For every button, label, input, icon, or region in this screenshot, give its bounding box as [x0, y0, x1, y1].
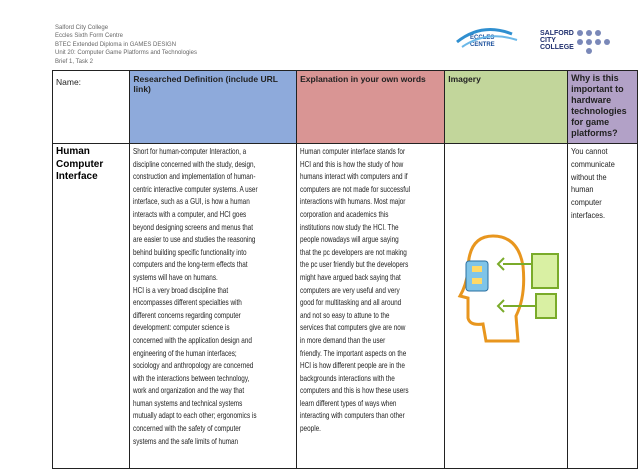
- text-line: computers and the long-term effects that: [133, 260, 248, 270]
- header-text: Name:: [56, 77, 82, 87]
- text-line: human: [571, 185, 594, 195]
- table: Name: Researched Definition (include URL …: [51, 70, 638, 469]
- text-line: backgrounds interactions with the: [300, 373, 395, 383]
- imagery-cell: [444, 143, 569, 469]
- text-line: humans interact with computers and if: [300, 172, 408, 182]
- text-line: without the: [571, 172, 607, 182]
- header-line: Brief 1, Task 2: [55, 58, 93, 65]
- text-line: friendly. The important aspects on the: [300, 348, 407, 358]
- text-line: institutions now study the HCI. The: [300, 222, 399, 232]
- text-line: HCI and this is how the study of how: [300, 159, 404, 169]
- header-text: Explanation in your own words: [300, 74, 426, 84]
- text-line: development: computer science is: [133, 323, 230, 333]
- text-line: mutually adapt to each other; ergonomics…: [133, 411, 257, 421]
- imagery: [457, 234, 560, 343]
- header-line: Eccles Sixth Form Centre: [55, 33, 124, 40]
- text-line: computers and this is how these users: [300, 386, 409, 396]
- text-line: systems will have on humans.: [133, 272, 219, 282]
- row-name: Human Computer Interface: [56, 146, 104, 182]
- logo-text: COLLEGE: [540, 44, 574, 51]
- text-line: discipline concerned with the study, des…: [133, 159, 256, 169]
- text-line: computer: [571, 198, 602, 208]
- text-line: behind building specific functionality i…: [133, 247, 248, 257]
- header-cell: Name:: [51, 70, 131, 144]
- text-line: people nowadays will argue saying: [300, 235, 399, 245]
- why-cell: You cannot communicate without the human com…: [567, 143, 638, 469]
- text-line: might have argued back saying that: [300, 272, 401, 282]
- text-line: are easier to use and studies the reason…: [133, 235, 256, 245]
- text-line: systems and the safe limits of human: [133, 436, 239, 446]
- text-line: engineering of the human interfaces;: [133, 348, 238, 358]
- header-line: BTEC Extended Diploma in GAMES DESIGN: [55, 41, 177, 48]
- header-cell: Researched Definition (include URL link): [129, 70, 298, 144]
- header-cell: Why is this important to hardware techno…: [567, 70, 638, 144]
- page: Salford City College Eccles Sixth Form Ce…: [51, 24, 638, 469]
- text-line: interacting with computers than other: [300, 411, 405, 421]
- text-line: people.: [300, 424, 322, 434]
- text-line: concerned with the safety of computer: [133, 424, 242, 434]
- header-cell: Imagery: [444, 70, 569, 144]
- salford-dots: [577, 30, 610, 54]
- text-line: in more demand than the user: [300, 335, 386, 345]
- text-line: different concerns regarding computer: [133, 310, 242, 320]
- text-line: corporation and academics this: [300, 209, 389, 219]
- text-line: communicate: [571, 159, 616, 169]
- name-cell: Human Computer Interface: [51, 143, 131, 469]
- header: Salford City College Eccles Sixth Form Ce…: [55, 24, 197, 66]
- text-line: encompasses different specialties with: [133, 298, 243, 308]
- text-line: concerned with the application design an…: [133, 335, 253, 345]
- text-line: that the pc developers are not making: [300, 247, 407, 257]
- logo-text: SALFORD: [540, 30, 574, 37]
- header-text: Why is this important to hardware techno…: [571, 73, 627, 138]
- text-line: services that computers give are now: [300, 323, 406, 333]
- text-line: Short for human-computer Interaction, a: [133, 147, 247, 156]
- text-line: HCI is a very broad discipline that: [133, 285, 229, 295]
- text-line: beyond designing screens and menus that: [133, 222, 254, 232]
- text-line: and not so easy to attune to the: [300, 310, 390, 320]
- text-line: sociology and anthropology are concerned: [133, 361, 254, 371]
- text-line: with the interactions between technology…: [133, 373, 250, 383]
- salford-logo: SALFORD CITY COLLEGE: [540, 30, 574, 51]
- text-line: Human computer interface stands for: [300, 147, 406, 156]
- text-line: interactions with humans. Most major: [300, 197, 406, 207]
- text-line: work and organization and the way that: [133, 386, 245, 396]
- logo-text: CITY: [540, 37, 556, 44]
- text-line: computers are not made for successful: [300, 184, 411, 194]
- text-line: interacts with a computer, and HCI goes: [133, 209, 247, 219]
- text-line: human systems and technical systems: [133, 398, 243, 408]
- researched-cell: Short for human-computer Interaction, a d…: [129, 143, 298, 469]
- header-line: Unit 20: Computer Game Platforms and Tec…: [55, 50, 197, 57]
- text-line: You cannot: [571, 147, 608, 156]
- header-text: Researched Definition (include URL link): [133, 74, 278, 94]
- text-line: interfaces.: [571, 210, 606, 220]
- header-text: Imagery: [448, 74, 481, 84]
- eccles-graphic: [456, 28, 518, 48]
- logo-text: CENTRE: [470, 42, 495, 48]
- text-line: HCI is how different people are in the: [300, 361, 406, 371]
- explanation-cell: Human computer interface stands for HCI a…: [296, 143, 446, 469]
- header-cell: Explanation in your own words: [296, 70, 446, 144]
- text-line: good for multitasking and all around: [300, 298, 402, 308]
- text-line: the pc user friendly but the developers: [300, 260, 409, 270]
- header-line: Salford City College: [55, 25, 109, 31]
- text-line: computers are very useful and very: [300, 285, 400, 295]
- text-line: construction and implementation of human…: [133, 172, 256, 182]
- text-line: learn different types of ways when: [300, 398, 397, 408]
- text-line: centric interactive computer systems. A …: [133, 184, 258, 194]
- text-line: interface, such as a GUI, is how a human: [133, 197, 251, 207]
